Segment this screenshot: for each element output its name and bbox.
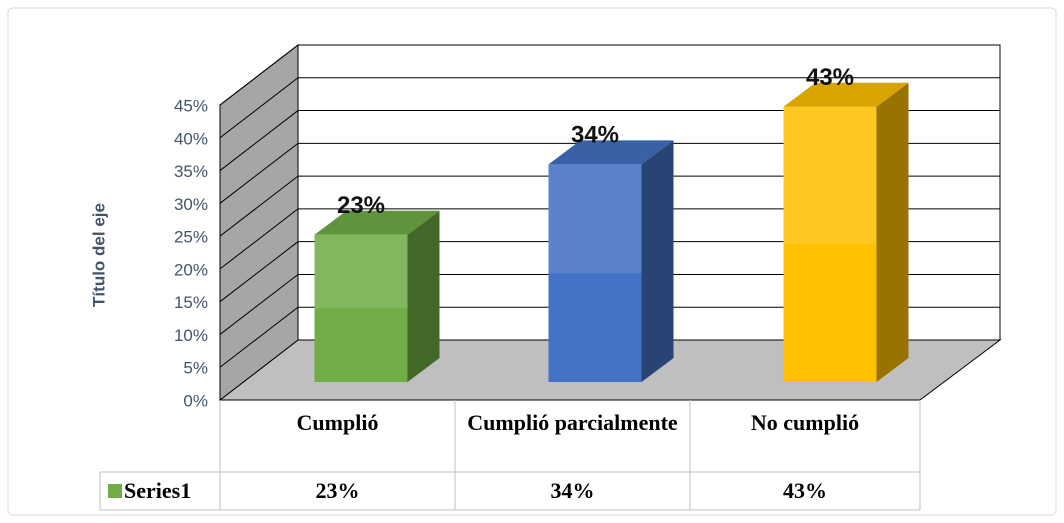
x-tick-label: No cumplió — [750, 410, 860, 435]
y-tick-label: 15% — [174, 293, 208, 312]
side-wall — [219, 43, 299, 402]
data-label: 34% — [571, 122, 619, 149]
bar-top-shade — [783, 82, 909, 107]
y-tick-label: 40% — [174, 129, 208, 148]
table-value: 43% — [783, 477, 827, 503]
data-label: 23% — [337, 192, 385, 219]
y-tick-label: 35% — [174, 162, 208, 181]
y-tick-label: 0% — [183, 391, 208, 410]
grid-line — [219, 77, 1000, 139]
bar-highlight — [548, 164, 642, 274]
grid-line — [219, 306, 1000, 368]
bar-side-shade — [876, 82, 909, 383]
grid-line — [219, 175, 1000, 237]
bar-side — [876, 82, 909, 383]
grid-line — [219, 142, 1000, 204]
y-tick-label: 5% — [183, 359, 208, 378]
data-label: 43% — [806, 64, 854, 91]
bar-side — [407, 210, 440, 382]
bar-top — [783, 82, 909, 107]
grid-line — [219, 208, 1000, 270]
y-tick-label: 25% — [174, 228, 208, 247]
table-value: 34% — [550, 477, 595, 503]
bar-top-shade — [548, 140, 674, 165]
table-value: 23% — [315, 477, 360, 503]
legend-label: Series1 — [124, 477, 192, 503]
grid-line — [219, 273, 1000, 335]
bar-highlight — [783, 106, 877, 245]
y-tick-label: 20% — [174, 260, 208, 279]
bar — [783, 106, 877, 383]
y-axis-title: Título del eje — [89, 203, 108, 307]
bar-side — [641, 140, 674, 382]
x-tick-label: Cumplió — [296, 410, 379, 435]
bar-side-shade — [407, 210, 440, 382]
grid-line — [219, 110, 1000, 171]
bar — [548, 164, 642, 382]
y-tick-label: 45% — [174, 96, 208, 115]
bar — [314, 234, 408, 382]
x-tick-label: Cumplió parcialmente — [467, 410, 678, 435]
legend-swatch — [108, 484, 122, 498]
bar-side-shade — [641, 140, 674, 382]
bar-top — [548, 140, 674, 165]
y-tick-label: 10% — [174, 326, 208, 345]
y-tick-label: 30% — [174, 195, 208, 214]
bar-highlight — [314, 234, 408, 309]
bar-top — [314, 210, 440, 235]
grid-line — [219, 241, 1000, 303]
bar-top-shade — [314, 210, 440, 235]
grid-line — [219, 44, 1000, 106]
